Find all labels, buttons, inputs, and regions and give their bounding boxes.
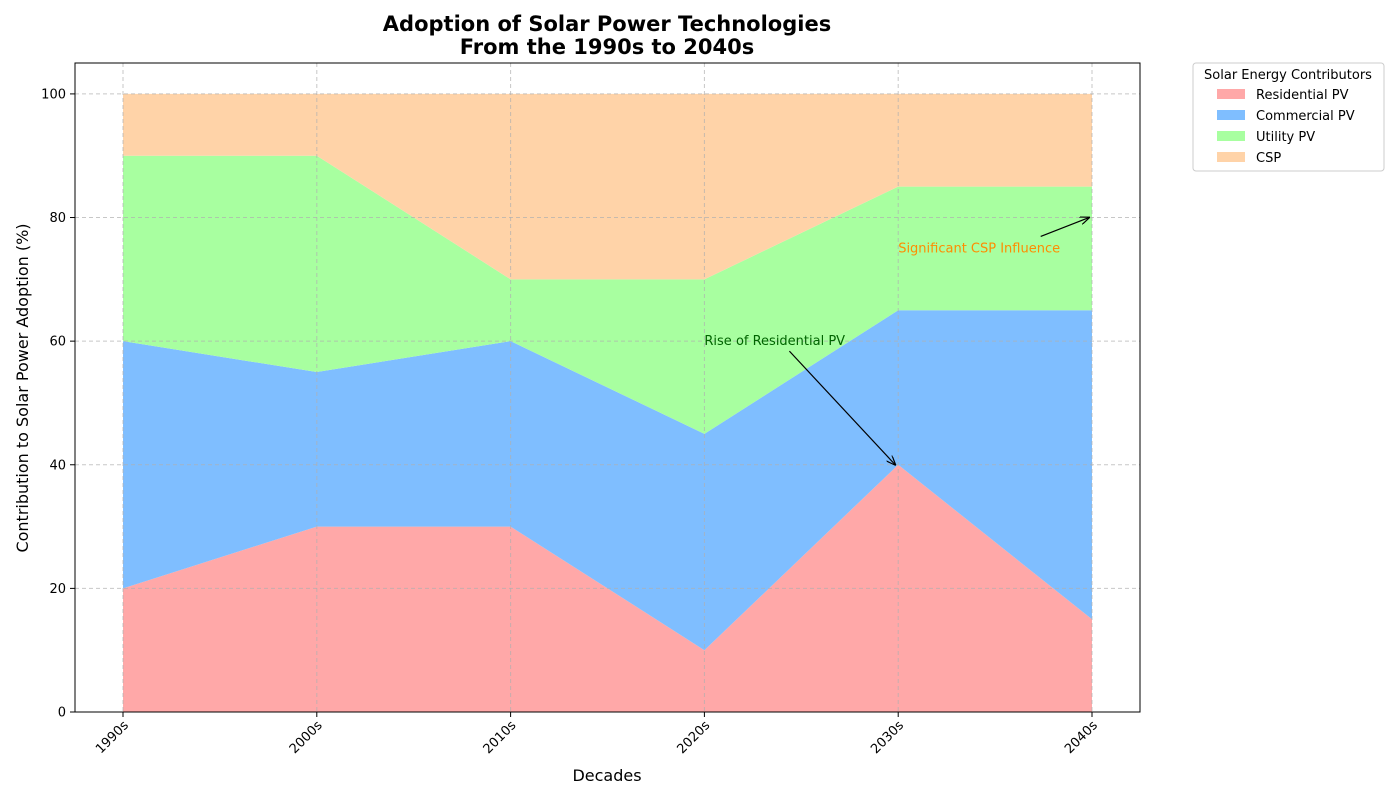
y-tick-label: 20 — [49, 582, 66, 597]
area-commercial-pv — [123, 310, 1092, 651]
area-utility-pv — [123, 155, 1092, 434]
x-tick-label: 2030s — [868, 718, 907, 757]
area-csp — [123, 93, 1092, 280]
areas-layer — [123, 93, 1092, 712]
legend-swatch — [1217, 89, 1245, 99]
x-axis-ticks: 1990s 2000s 2010s 2020s 2030s 2040s — [93, 712, 1101, 757]
annotation-text: Rise of Residential PV — [704, 334, 845, 349]
legend-items: Residential PV Commercial PV Utility PV CSP — [1217, 88, 1355, 166]
annotation-text: Significant CSP Influence — [898, 241, 1060, 256]
x-tick-label: 1990s — [93, 718, 132, 757]
y-axis-label: Contribution to Solar Power Adoption (%) — [13, 223, 32, 552]
annotation-arrow — [788, 350, 895, 465]
x-axis-label: Decades — [572, 766, 641, 785]
legend-label: CSP — [1256, 151, 1281, 166]
legend-title: Solar Energy Contributors — [1204, 68, 1372, 83]
legend-label: Commercial PV — [1256, 109, 1355, 124]
legend-swatch — [1217, 131, 1245, 141]
x-tick-label: 2010s — [481, 718, 520, 757]
annotation-arrow — [1040, 218, 1089, 237]
legend-swatch — [1217, 152, 1245, 162]
x-tick-label: 2020s — [674, 718, 713, 757]
y-tick-label: 60 — [49, 335, 66, 350]
y-tick-label: 100 — [41, 87, 66, 102]
legend-swatch — [1217, 110, 1245, 120]
x-tick-label: 2040s — [1062, 718, 1101, 757]
legend: Solar Energy Contributors Residential PV… — [1192, 62, 1385, 172]
plot-frame — [74, 62, 1141, 713]
annotations-layer: Rise of Residential PV Significant CSP In… — [704, 218, 1089, 465]
y-tick-label: 40 — [49, 458, 66, 473]
chart-title-line2: From the 1990s to 2040s — [460, 35, 755, 59]
x-tick-label: 2000s — [287, 718, 326, 757]
legend-label: Utility PV — [1256, 130, 1315, 145]
legend-label: Residential PV — [1256, 88, 1349, 103]
y-tick-label: 0 — [58, 706, 66, 721]
y-tick-label: 80 — [49, 211, 66, 226]
chart-title-line1: Adoption of Solar Power Technologies — [383, 12, 831, 36]
y-axis-ticks: 0 20 40 60 80 100 — [41, 87, 75, 721]
